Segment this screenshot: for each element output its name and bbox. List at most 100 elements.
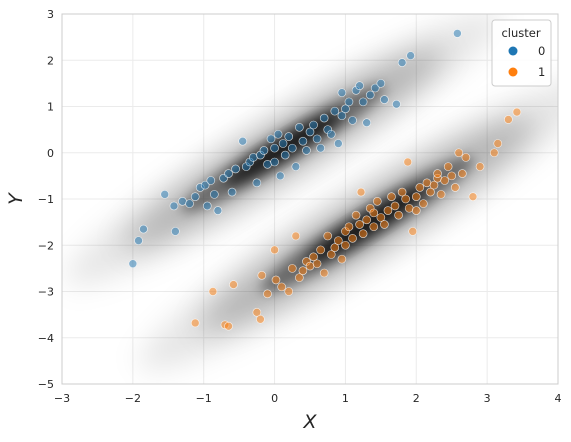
- x-tick-label: 2: [413, 392, 420, 405]
- point-cluster-1: [348, 234, 357, 243]
- point-cluster-1: [403, 157, 413, 167]
- points-layer: [128, 29, 522, 331]
- point-cluster-1: [256, 314, 265, 324]
- point-cluster-1: [489, 148, 499, 158]
- y-tick-label: 0: [47, 147, 54, 160]
- point-cluster-0: [341, 104, 350, 114]
- point-cluster-0: [330, 106, 340, 116]
- legend: cluster 0 1: [491, 19, 552, 87]
- point-cluster-1: [305, 261, 315, 271]
- y-axis-label: Y: [5, 192, 27, 205]
- point-cluster-0: [171, 227, 180, 236]
- point-cluster-1: [355, 220, 364, 229]
- y-tick-label: −2: [38, 239, 54, 252]
- point-cluster-0: [362, 118, 371, 127]
- point-cluster-0: [206, 176, 216, 185]
- point-cluster-1: [380, 220, 389, 229]
- point-cluster-1: [440, 176, 449, 185]
- point-cluster-1: [408, 227, 418, 236]
- legend-title: cluster: [501, 26, 540, 40]
- point-cluster-0: [316, 143, 325, 153]
- point-cluster-1: [287, 264, 297, 273]
- point-cluster-0: [337, 111, 347, 121]
- point-cluster-1: [316, 245, 325, 255]
- point-cluster-1: [383, 206, 393, 215]
- point-cluster-1: [295, 273, 304, 282]
- point-cluster-0: [134, 236, 143, 245]
- x-tick-label: 4: [555, 392, 562, 405]
- point-cluster-1: [411, 192, 421, 201]
- point-cluster-0: [224, 169, 233, 178]
- point-cluster-0: [252, 178, 262, 188]
- point-cluster-0: [275, 171, 285, 181]
- point-cluster-1: [394, 210, 403, 220]
- point-cluster-1: [461, 153, 471, 162]
- point-cluster-1: [415, 183, 425, 192]
- point-cluster-0: [202, 201, 212, 211]
- point-cluster-1: [411, 206, 421, 215]
- point-cluster-0: [278, 139, 288, 148]
- legend-marker-0: [508, 46, 518, 56]
- point-cluster-1: [351, 210, 361, 220]
- y-tick-label: −4: [38, 332, 54, 345]
- point-cluster-0: [185, 199, 194, 208]
- point-cluster-1: [433, 169, 442, 178]
- point-cluster-0: [213, 206, 223, 215]
- y-tick-label: 3: [47, 8, 54, 21]
- point-cluster-0: [266, 134, 276, 144]
- point-cluster-0: [453, 29, 462, 38]
- point-cluster-0: [139, 224, 148, 234]
- y-tick-label: 1: [47, 101, 54, 114]
- point-cluster-1: [447, 171, 457, 181]
- point-cluster-1: [376, 213, 386, 222]
- point-cluster-1: [224, 321, 233, 331]
- point-cluster-1: [512, 107, 522, 117]
- point-cluster-0: [284, 132, 294, 141]
- x-tick-label: −1: [196, 392, 212, 405]
- point-cluster-1: [390, 201, 400, 211]
- point-cluster-0: [319, 113, 329, 123]
- y-tick-labels: −5 −4 −3 −2 −1 0 1 2 3: [38, 8, 54, 391]
- point-cluster-1: [422, 178, 432, 188]
- point-cluster-0: [280, 150, 290, 160]
- point-cluster-1: [277, 282, 286, 292]
- point-cluster-0: [178, 197, 187, 206]
- point-cluster-0: [190, 192, 200, 201]
- point-cluster-0: [263, 160, 272, 169]
- point-cluster-1: [271, 275, 281, 285]
- x-tick-label: 0: [271, 392, 278, 405]
- point-cluster-0: [169, 201, 179, 211]
- point-cluster-1: [504, 115, 513, 124]
- point-cluster-1: [312, 259, 322, 269]
- point-cluster-1: [229, 280, 238, 289]
- point-cluster-1: [493, 139, 503, 148]
- point-cluster-0: [305, 127, 315, 137]
- point-cluster-1: [344, 222, 354, 232]
- point-cluster-1: [337, 254, 347, 264]
- legend-box: [491, 19, 552, 87]
- x-tick-label: −3: [54, 392, 70, 405]
- point-cluster-0: [273, 129, 283, 139]
- plot-frame: [61, 13, 559, 385]
- point-cluster-0: [287, 143, 297, 153]
- point-cluster-1: [475, 162, 485, 171]
- point-cluster-0: [355, 81, 364, 90]
- point-cluster-0: [259, 146, 269, 155]
- point-cluster-1: [373, 197, 382, 206]
- point-cluster-0: [376, 79, 386, 88]
- point-cluster-1: [319, 268, 329, 278]
- point-cluster-1: [356, 187, 366, 197]
- point-cluster-0: [128, 259, 138, 269]
- legend-marker-1: [508, 67, 518, 77]
- point-cluster-0: [370, 83, 380, 93]
- x-tick-labels: −3 −2 −1 0 1 2 3 4: [54, 392, 562, 405]
- point-cluster-1: [323, 231, 333, 241]
- point-cluster-0: [302, 146, 311, 155]
- point-cluster-1: [291, 231, 301, 241]
- point-cluster-0: [312, 134, 322, 144]
- point-cluster-1: [454, 148, 464, 158]
- point-cluster-1: [458, 169, 467, 178]
- point-cluster-0: [231, 164, 240, 174]
- legend-label-1: 1: [538, 65, 545, 79]
